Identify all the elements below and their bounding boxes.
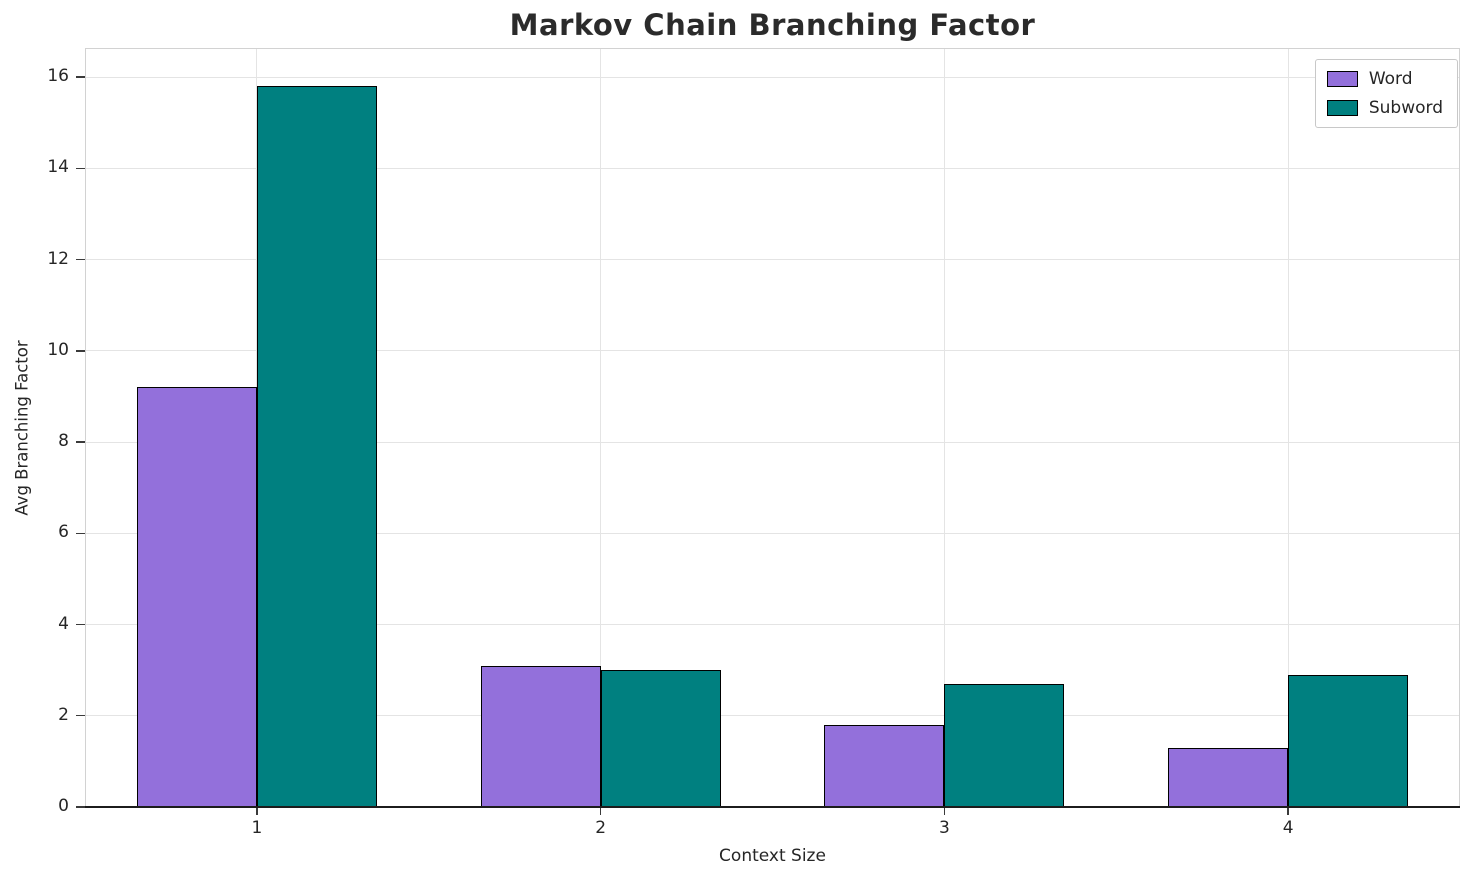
gridline-vertical — [1287, 48, 1289, 807]
y-tick-mark — [76, 532, 85, 534]
x-tick-label: 4 — [1282, 818, 1294, 838]
y-tick-label: 16 — [47, 66, 69, 87]
bar-subword-ctx3 — [944, 683, 1065, 807]
y-tick-label: 4 — [58, 613, 69, 634]
x-tick-label: 3 — [938, 818, 950, 838]
legend-label-subword: Subword — [1368, 98, 1443, 118]
plot-spine-right — [1458, 48, 1460, 807]
legend-item-subword: Subword — [1326, 98, 1443, 118]
y-tick-mark — [76, 258, 85, 261]
y-tick-label: 10 — [47, 339, 69, 360]
legend-label-word: Word — [1368, 69, 1413, 89]
gridline-horizontal — [85, 350, 1460, 352]
y-tick-label: 12 — [47, 248, 69, 269]
gridline-horizontal — [85, 76, 1460, 78]
y-tick-label: 0 — [58, 796, 69, 816]
bar-subword-ctx2 — [600, 670, 721, 807]
plot-spine-left — [85, 48, 87, 807]
plot-spine-top — [85, 48, 1460, 50]
legend-swatch-word — [1326, 71, 1358, 87]
y-tick-mark — [76, 806, 85, 808]
y-axis-label: Avg Branching Factor — [12, 340, 32, 516]
bar-word-ctx3 — [824, 724, 945, 807]
x-tick-mark — [943, 808, 946, 815]
y-tick-mark — [76, 715, 85, 717]
gridline-horizontal — [85, 441, 1460, 443]
chart-title: Markov Chain Branching Factor — [509, 8, 1036, 42]
y-tick-mark — [76, 76, 85, 78]
gridline-horizontal — [85, 532, 1460, 534]
bar-word-ctx1 — [136, 387, 257, 807]
x-tick-mark — [1287, 808, 1289, 815]
y-tick-label: 8 — [58, 431, 69, 452]
y-tick-label: 14 — [47, 157, 69, 178]
bar-subword-ctx4 — [1288, 674, 1409, 807]
gridline-horizontal — [85, 715, 1460, 717]
legend-item-word: Word — [1326, 69, 1443, 89]
gridline-horizontal — [85, 167, 1460, 169]
y-tick-label: 6 — [58, 522, 69, 543]
y-tick-mark — [76, 350, 85, 352]
y-tick-label: 2 — [58, 704, 69, 725]
y-tick-mark — [76, 167, 85, 170]
legend-swatch-subword — [1326, 100, 1358, 116]
gridline-vertical — [600, 48, 602, 807]
x-axis-label: Context Size — [719, 846, 826, 866]
gridline-horizontal — [85, 259, 1460, 261]
gridline-vertical — [943, 48, 945, 807]
bar-word-ctx4 — [1168, 747, 1289, 807]
x-tick-label: 2 — [595, 818, 607, 838]
gridline-horizontal — [85, 624, 1460, 626]
y-tick-mark — [76, 623, 85, 626]
x-tick-mark — [599, 808, 602, 815]
plot-spine-bottom — [85, 806, 1460, 808]
bar-word-ctx2 — [480, 665, 601, 807]
y-tick-mark — [76, 441, 85, 443]
x-tick-mark — [256, 808, 258, 815]
bar-subword-ctx1 — [256, 86, 377, 807]
legend: Word Subword — [1314, 59, 1458, 128]
x-tick-label: 1 — [251, 818, 263, 838]
